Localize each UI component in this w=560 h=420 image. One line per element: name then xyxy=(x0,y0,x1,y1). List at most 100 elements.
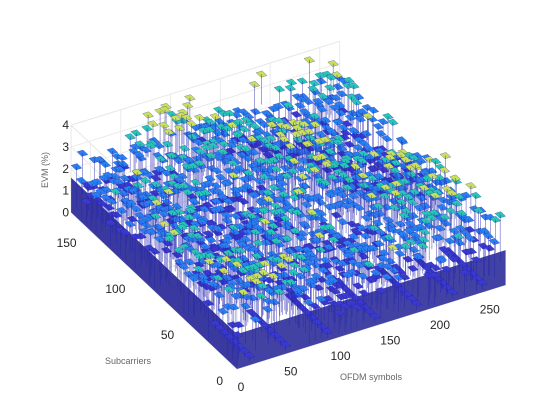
surface-cell xyxy=(426,214,438,222)
surface-cell xyxy=(223,285,235,293)
axis-ticks: 0 50 100 150 200 250 0 50 100 150 0 1 2 3 4 xyxy=(57,118,501,394)
surface-cell xyxy=(346,268,358,276)
surface-cell xyxy=(265,228,277,236)
surface-cell xyxy=(259,217,271,225)
surface-cell xyxy=(291,287,303,294)
surface-cell xyxy=(338,162,351,169)
surface-cell xyxy=(193,252,206,260)
surface-cell xyxy=(193,159,205,167)
surface-cell xyxy=(430,157,442,165)
surface-cell xyxy=(333,135,345,142)
z-tick-label: 0 xyxy=(62,205,69,219)
z-tick-label: 4 xyxy=(62,118,69,132)
surface-cell xyxy=(331,71,343,79)
surface-cell xyxy=(229,186,242,194)
surface-cell xyxy=(438,166,451,174)
surface-cell xyxy=(295,253,308,261)
surface-cell xyxy=(373,173,385,180)
surface-cell xyxy=(343,76,355,84)
x-tick-label: 100 xyxy=(330,349,350,363)
surface-cell xyxy=(114,165,126,173)
surface-cell xyxy=(174,176,186,184)
surface-cell xyxy=(297,285,309,292)
surface-cell xyxy=(445,207,457,215)
x-tick-label: 250 xyxy=(480,302,500,316)
surface-cell xyxy=(393,274,405,281)
surface-cell xyxy=(139,177,152,184)
surface-cell xyxy=(419,202,432,210)
surface-cell xyxy=(284,84,297,92)
surface-cell xyxy=(189,220,201,228)
surface-cell xyxy=(125,199,137,207)
surface-cell xyxy=(309,302,321,310)
surface-cell xyxy=(274,207,287,215)
surface-cell xyxy=(357,272,369,280)
surface-cell xyxy=(371,219,384,227)
surface-cell xyxy=(489,216,502,223)
surface-cell xyxy=(312,193,325,201)
surface-cell xyxy=(446,189,458,197)
surface-cell xyxy=(443,250,455,258)
surface-cell xyxy=(282,101,294,109)
surface-cell xyxy=(358,289,370,297)
x-tick-label: 50 xyxy=(284,364,298,378)
surface-cell xyxy=(162,180,174,188)
surface-cell xyxy=(327,60,339,67)
surface-cell xyxy=(335,109,347,117)
surface-cell xyxy=(348,82,360,90)
surface-cell xyxy=(428,271,441,279)
x-axis-label: OFDM symbols xyxy=(340,372,403,382)
surface-cell xyxy=(163,235,175,242)
surface-cell xyxy=(290,130,302,138)
y-tick-label: 0 xyxy=(216,374,223,388)
surface-cell xyxy=(434,256,447,264)
surface-cell xyxy=(171,202,183,210)
surface-cell xyxy=(237,198,250,205)
surface-cell xyxy=(440,265,453,273)
surface-cell xyxy=(361,214,373,222)
surface-cell xyxy=(165,152,178,159)
surface-cell xyxy=(288,194,301,202)
surface-cell xyxy=(158,210,170,218)
surface-cell xyxy=(388,266,400,274)
surface-cell xyxy=(482,232,494,240)
surface-cell xyxy=(230,292,242,300)
surface-cell xyxy=(183,213,195,221)
surface-cell xyxy=(221,237,233,245)
surface-cell xyxy=(360,130,372,137)
surface-cell xyxy=(387,118,399,126)
surface-cell xyxy=(293,245,305,253)
x-tick-label: 0 xyxy=(238,380,245,394)
surface-cell xyxy=(228,223,240,231)
surface-cell xyxy=(237,266,249,274)
surface-cell xyxy=(281,172,293,180)
surface-cell xyxy=(439,213,451,221)
surface-cell xyxy=(330,211,343,219)
surface-cell xyxy=(273,288,286,296)
surface-cell xyxy=(185,120,198,128)
surface-cell xyxy=(255,70,268,78)
surface-cell xyxy=(222,303,234,311)
z-tick-label: 3 xyxy=(62,140,69,154)
surface-cell xyxy=(192,232,204,240)
surface-cell xyxy=(285,78,298,86)
surface-cell xyxy=(448,227,461,235)
surface-cell xyxy=(240,302,252,310)
surface-cell xyxy=(181,163,193,170)
surface-cell xyxy=(347,127,359,134)
surface-cell xyxy=(324,191,337,199)
surface-cell xyxy=(104,219,117,227)
surface-cell xyxy=(223,206,236,213)
evm-surface xyxy=(70,56,506,369)
surface-cell xyxy=(298,120,311,128)
surface-cell xyxy=(426,167,438,175)
surface-cell xyxy=(109,188,122,195)
surface-cell xyxy=(400,156,412,164)
surface-cell xyxy=(327,236,340,244)
surface-cell xyxy=(300,117,312,125)
surface-cell xyxy=(402,193,415,201)
surface-cell xyxy=(409,231,421,239)
surface-cell xyxy=(251,207,263,214)
surface-cell xyxy=(296,129,308,137)
surface-cell xyxy=(318,224,330,231)
